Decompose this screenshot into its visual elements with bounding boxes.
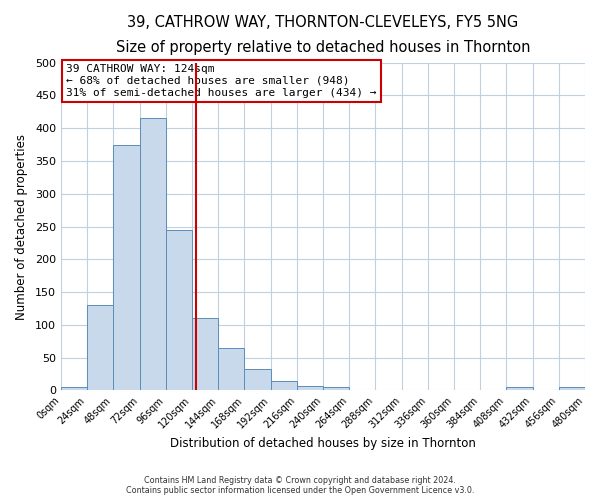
Bar	[113, 144, 140, 390]
Text: Contains HM Land Registry data © Crown copyright and database right 2024.
Contai: Contains HM Land Registry data © Crown c…	[126, 476, 474, 495]
Bar	[87, 305, 113, 390]
Bar	[140, 118, 166, 390]
Bar	[271, 380, 297, 390]
Bar	[166, 230, 192, 390]
Bar	[323, 387, 349, 390]
Text: 39 CATHROW WAY: 124sqm
← 68% of detached houses are smaller (948)
31% of semi-de: 39 CATHROW WAY: 124sqm ← 68% of detached…	[66, 64, 377, 98]
Bar	[244, 368, 271, 390]
Y-axis label: Number of detached properties: Number of detached properties	[15, 134, 28, 320]
Bar	[61, 387, 87, 390]
Bar	[506, 387, 533, 390]
X-axis label: Distribution of detached houses by size in Thornton: Distribution of detached houses by size …	[170, 437, 476, 450]
Title: 39, CATHROW WAY, THORNTON-CLEVELEYS, FY5 5NG
Size of property relative to detach: 39, CATHROW WAY, THORNTON-CLEVELEYS, FY5…	[116, 15, 530, 54]
Bar	[192, 318, 218, 390]
Bar	[559, 387, 585, 390]
Bar	[297, 386, 323, 390]
Bar	[218, 348, 244, 391]
